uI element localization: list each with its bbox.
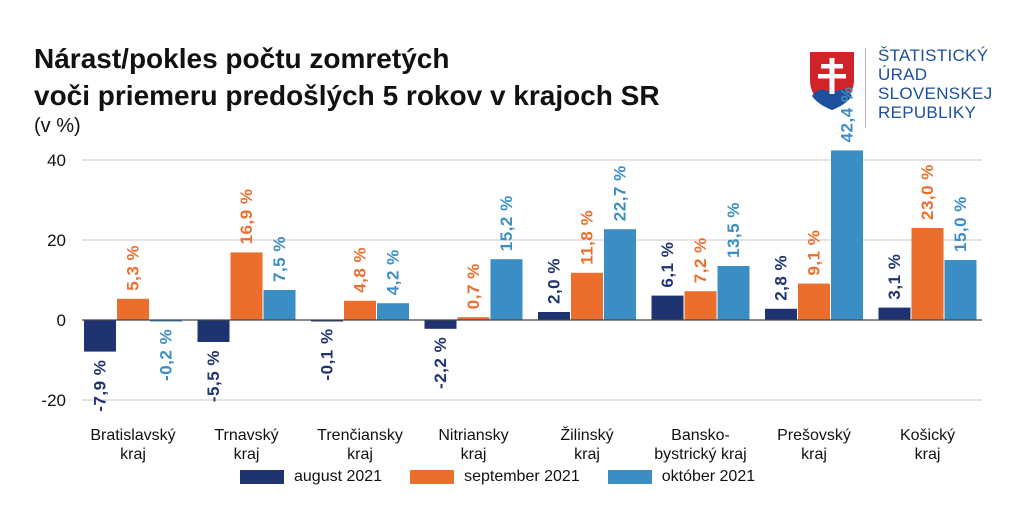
data-label: 13,5 % bbox=[724, 202, 743, 258]
data-label: 4,2 % bbox=[384, 249, 403, 295]
logo-text: ŠTATISTICKÝ ÚRAD SLOVENSKEJ REPUBLIKY bbox=[878, 46, 993, 122]
logo-line: ÚRAD bbox=[878, 65, 928, 84]
bar bbox=[571, 272, 603, 320]
bar bbox=[344, 300, 376, 320]
category-label: kraj bbox=[120, 446, 146, 463]
legend-label-oktober: október 2021 bbox=[661, 468, 756, 485]
data-label: 4,8 % bbox=[351, 247, 370, 293]
bar bbox=[150, 320, 182, 322]
legend-swatch-august bbox=[240, 470, 284, 484]
data-label: 16,9 % bbox=[237, 188, 256, 244]
slovak-coat-of-arms-icon bbox=[810, 52, 854, 110]
data-label: -0,2 % bbox=[157, 329, 176, 381]
data-label: -0,1 % bbox=[318, 328, 337, 380]
legend-label-august: august 2021 bbox=[294, 468, 383, 485]
bar bbox=[831, 150, 863, 320]
category-label: Bansko- bbox=[671, 427, 730, 444]
legend-swatch-september bbox=[410, 470, 455, 484]
bar bbox=[684, 291, 717, 320]
logo-divider bbox=[865, 48, 866, 128]
bar bbox=[377, 303, 409, 320]
bar bbox=[457, 317, 490, 320]
bar bbox=[604, 229, 636, 320]
data-label: 5,3 % bbox=[124, 245, 143, 291]
data-label: 15,0 % bbox=[951, 196, 970, 252]
legend: august 2021 september 2021 október 2021 bbox=[240, 468, 755, 486]
chart-title: Nárast/pokles počtu zomretých voči priem… bbox=[34, 40, 774, 114]
data-label: 22,7 % bbox=[611, 165, 630, 221]
y-tick-label: 40 bbox=[47, 151, 66, 170]
legend-item-august: august 2021 bbox=[240, 468, 382, 486]
data-label: 11,8 % bbox=[578, 210, 597, 265]
title-line-2: voči priemeru predošlých 5 rokov v krajo… bbox=[34, 80, 660, 111]
category-label: kraj bbox=[234, 446, 260, 463]
unit-label: (v %) bbox=[34, 115, 81, 137]
bar bbox=[424, 320, 457, 329]
y-tick-label: -20 bbox=[41, 391, 66, 410]
bar bbox=[84, 320, 116, 352]
bar bbox=[878, 307, 911, 320]
bar bbox=[197, 320, 230, 342]
statistical-office-logo: ŠTATISTICKÝ ÚRAD SLOVENSKEJ REPUBLIKY bbox=[808, 46, 1008, 132]
bar bbox=[311, 320, 343, 322]
data-label: 2,8 % bbox=[772, 255, 791, 301]
data-label: 6,1 % bbox=[658, 242, 677, 288]
data-label: 15,2 % bbox=[497, 195, 516, 251]
data-label: 7,5 % bbox=[270, 236, 289, 282]
category-label: kraj bbox=[574, 446, 600, 463]
category-label: Žilinský bbox=[560, 425, 613, 444]
legend-item-oktober: október 2021 bbox=[607, 468, 756, 486]
bar bbox=[490, 259, 523, 320]
data-label: 9,1 % bbox=[805, 230, 824, 276]
y-tick-label: 20 bbox=[47, 231, 66, 250]
category-label: kraj bbox=[461, 446, 487, 463]
bar bbox=[911, 228, 944, 320]
data-label: -2,2 % bbox=[431, 337, 450, 389]
category-label: Trnavský bbox=[214, 427, 278, 444]
legend-label-september: september 2021 bbox=[464, 468, 580, 485]
bar bbox=[944, 260, 977, 320]
y-tick-label: 0 bbox=[57, 311, 66, 330]
category-label: kraj bbox=[915, 446, 941, 463]
category-label: Prešovský bbox=[777, 427, 851, 444]
category-label: Košický bbox=[900, 427, 955, 444]
category-label: Trenčiansky bbox=[317, 427, 403, 444]
category-label: bystrický kraj bbox=[654, 446, 746, 463]
data-label: 7,2 % bbox=[691, 237, 710, 283]
category-label: kraj bbox=[801, 446, 827, 463]
bar bbox=[230, 252, 263, 320]
logo-line: SLOVENSKEJ bbox=[878, 84, 993, 103]
data-label: 0,7 % bbox=[464, 263, 483, 309]
data-label: -5,5 % bbox=[204, 350, 223, 402]
bar bbox=[263, 290, 296, 320]
bar bbox=[651, 295, 684, 320]
bar bbox=[117, 298, 149, 320]
data-label: 3,1 % bbox=[885, 254, 904, 300]
data-label: 23,0 % bbox=[918, 164, 937, 220]
logo-line: REPUBLIKY bbox=[878, 103, 977, 122]
title-line-1: Nárast/pokles počtu zomretých bbox=[34, 43, 450, 74]
legend-item-september: september 2021 bbox=[410, 468, 580, 486]
bar bbox=[798, 283, 830, 320]
logo-line: ŠTATISTICKÝ bbox=[878, 46, 989, 65]
bar bbox=[765, 308, 797, 320]
legend-swatch-oktober bbox=[607, 470, 652, 484]
category-label: Bratislavský bbox=[90, 427, 175, 444]
data-label: 2,0 % bbox=[545, 258, 564, 304]
bar bbox=[538, 312, 570, 320]
category-label: Nitriansky bbox=[438, 427, 508, 444]
bar bbox=[717, 266, 750, 320]
category-label: kraj bbox=[347, 446, 373, 463]
data-label: -7,9 % bbox=[91, 360, 110, 412]
data-label: 42,4 % bbox=[838, 86, 857, 142]
